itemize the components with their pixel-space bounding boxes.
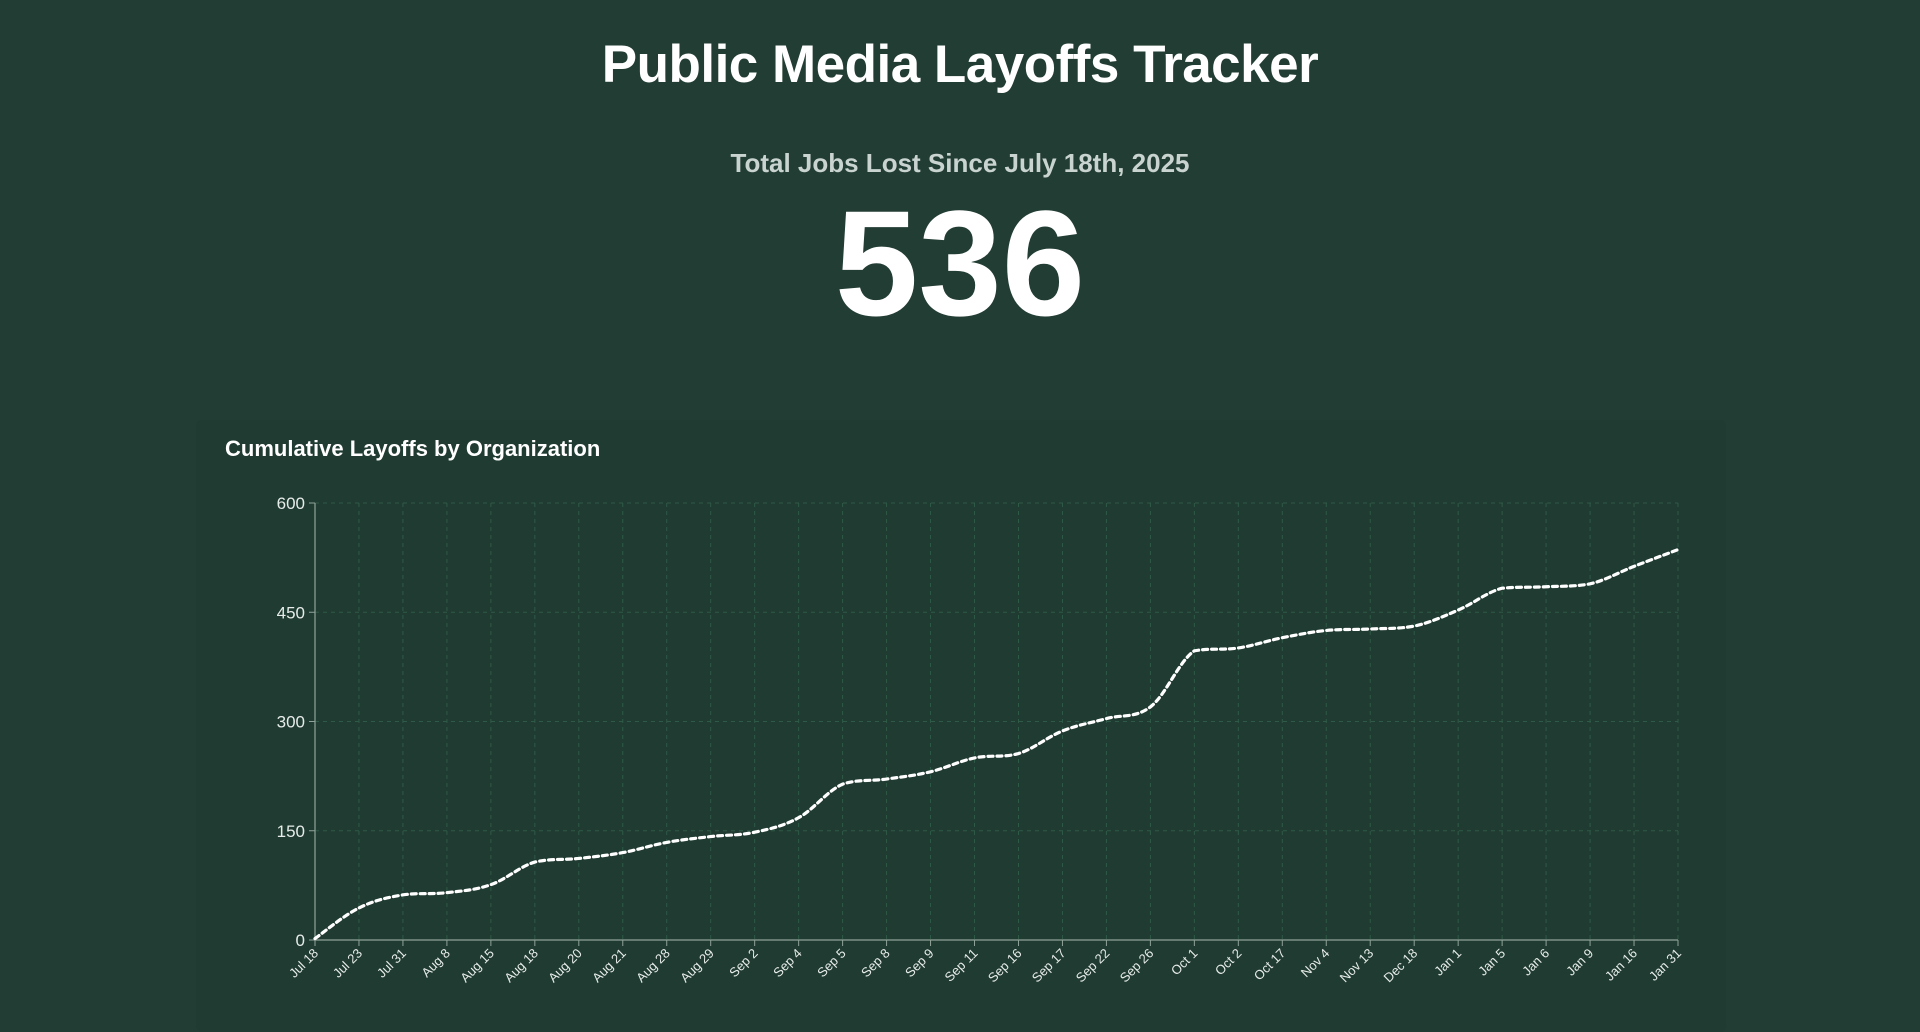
x-tick-label: Sep 9 — [902, 946, 937, 981]
x-tick-label: Nov 13 — [1337, 946, 1377, 986]
x-tick-label: Sep 4 — [770, 946, 805, 981]
x-tick-label: Sep 11 — [942, 946, 981, 985]
x-tick-label: Sep 17 — [1029, 946, 1069, 986]
x-tick-label: Jan 9 — [1563, 946, 1596, 979]
x-tick-label: Oct 17 — [1251, 946, 1289, 984]
x-tick-label: Jan 16 — [1602, 946, 1640, 984]
total-jobs-count: 536 — [834, 179, 1086, 347]
x-tick-label: Jul 31 — [374, 946, 409, 981]
x-tick-label: Sep 5 — [814, 946, 849, 981]
x-tick-label: Sep 8 — [858, 946, 893, 981]
x-tick-label: Jan 6 — [1519, 946, 1552, 979]
x-tick-label: Oct 1 — [1168, 946, 1201, 979]
x-tick-label: Aug 18 — [501, 946, 541, 986]
x-tick-label: Jul 23 — [330, 946, 365, 981]
y-tick-label: 450 — [277, 603, 305, 622]
x-tick-label: Aug 15 — [457, 946, 497, 986]
page-title: Public Media Layoffs Tracker — [601, 35, 1319, 94]
x-tick-label: Sep 2 — [726, 946, 761, 981]
y-tick-label: 300 — [277, 713, 305, 732]
x-tick-label: Dec 18 — [1381, 946, 1421, 986]
x-tick-label: Oct 2 — [1212, 946, 1245, 979]
x-tick-label: Sep 22 — [1073, 946, 1113, 986]
x-tick-label: Aug 21 — [589, 946, 629, 986]
y-tick-label: 150 — [277, 822, 305, 841]
chart-title: Cumulative Layoffs by Organization — [225, 436, 601, 461]
chart-card — [196, 420, 1726, 1032]
x-tick-label: Jul 18 — [286, 946, 321, 981]
x-tick-label: Aug 29 — [677, 946, 717, 986]
series-line — [313, 548, 1680, 941]
x-tick-label: Aug 28 — [633, 946, 673, 986]
x-tick-label: Aug 8 — [418, 946, 453, 981]
x-tick-label: Jan 1 — [1431, 946, 1464, 979]
x-tick-label: Aug 20 — [545, 946, 585, 986]
y-tick-label: 0 — [296, 931, 305, 950]
x-tick-label: Nov 4 — [1298, 946, 1333, 981]
x-tick-label: Sep 26 — [1117, 946, 1157, 986]
x-tick-label: Jan 31 — [1646, 946, 1684, 984]
total-jobs-subtitle: Total Jobs Lost Since July 18th, 2025 — [730, 148, 1190, 178]
y-tick-label: 600 — [277, 494, 305, 513]
x-tick-label: Jan 5 — [1475, 946, 1508, 979]
x-tick-label: Sep 16 — [985, 946, 1025, 986]
